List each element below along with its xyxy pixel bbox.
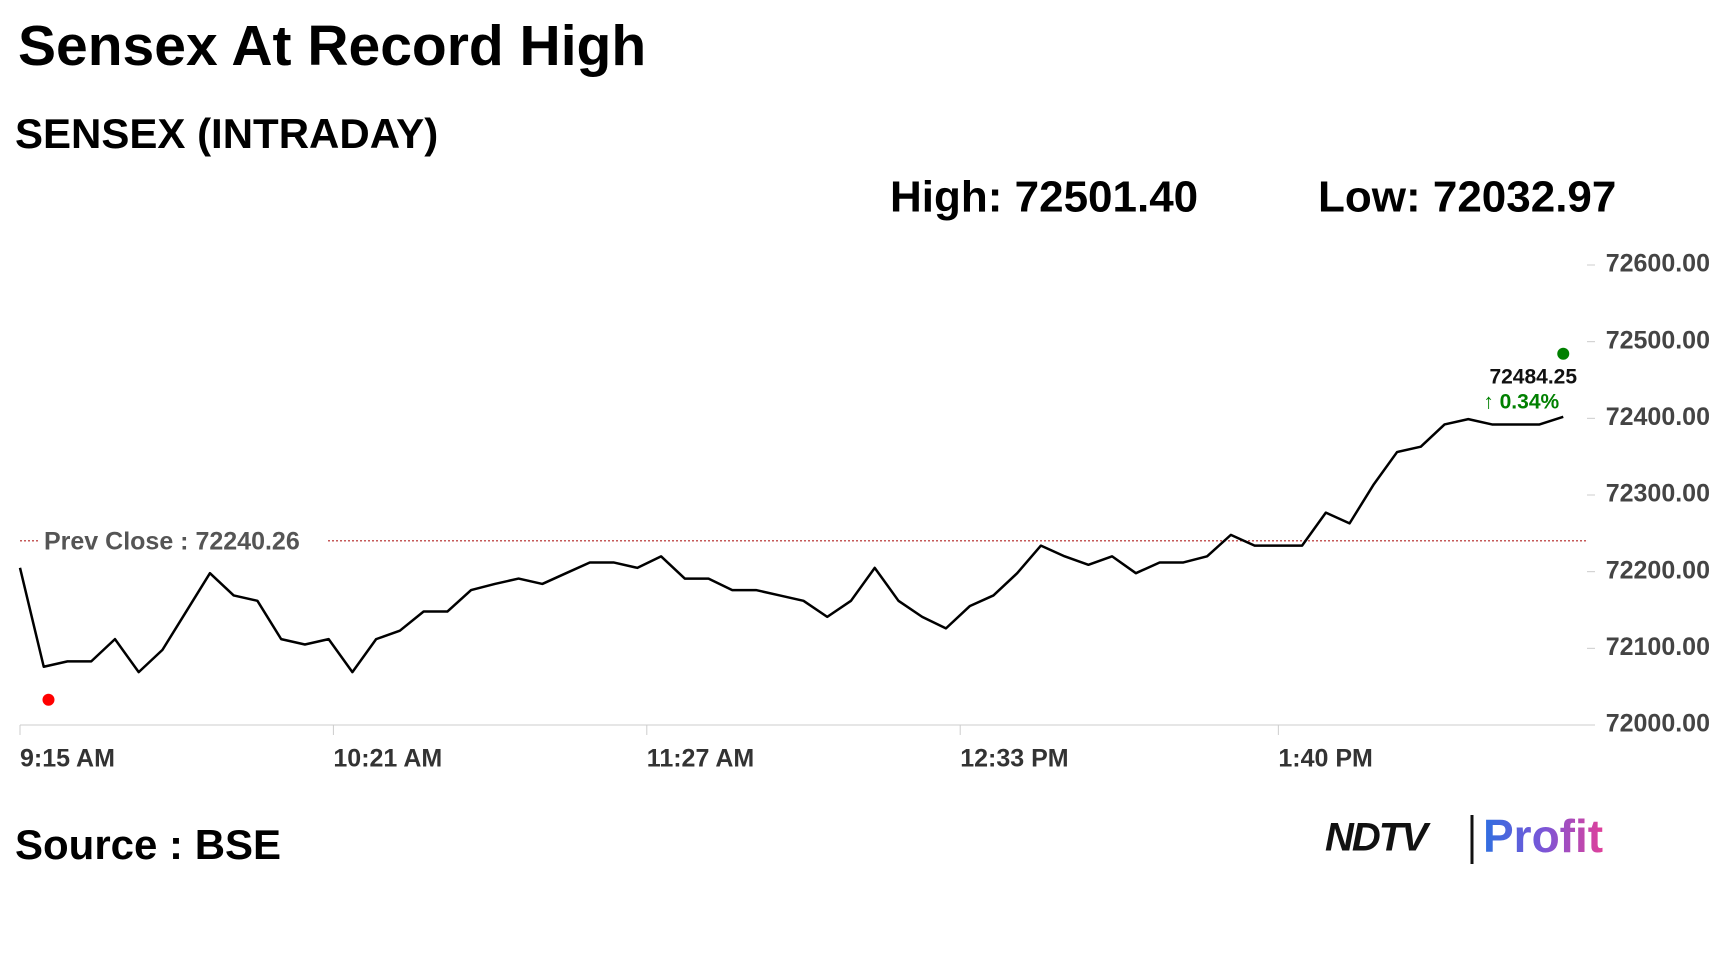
x-tick-label: 11:27 AM bbox=[647, 745, 754, 773]
y-tick-label: 72000.00 bbox=[1606, 710, 1710, 738]
high-label: High: 72501.40 bbox=[890, 173, 1198, 222]
source: Source : BSE bbox=[15, 821, 281, 868]
price-line bbox=[18, 415, 1564, 674]
logo-right: Profit bbox=[1483, 810, 1603, 862]
y-tick-label: 72400.00 bbox=[1606, 403, 1710, 431]
y-tick-label: 72600.00 bbox=[1606, 250, 1710, 278]
change-label: ↑ 0.34% bbox=[1483, 390, 1559, 413]
x-tick-label: 1:40 PM bbox=[1278, 745, 1372, 773]
y-tick-label: 72500.00 bbox=[1606, 326, 1710, 354]
subtitle: SENSEX (INTRADAY) bbox=[15, 110, 438, 157]
x-tick-label: 10:21 AM bbox=[333, 745, 442, 773]
logo-left: NDTV bbox=[1325, 816, 1431, 860]
x-tick-label: 9:15 AM bbox=[20, 745, 115, 773]
y-tick-label: 72300.00 bbox=[1606, 480, 1710, 508]
title: Sensex At Record High bbox=[18, 14, 646, 78]
x-tick-label: 12:33 PM bbox=[960, 745, 1068, 773]
current-value: 72484.25 bbox=[1489, 365, 1577, 388]
y-tick-label: 72200.00 bbox=[1606, 556, 1710, 584]
y-tick-label: 72100.00 bbox=[1606, 633, 1710, 661]
prev-close-label: Prev Close : 72240.26 bbox=[44, 527, 300, 555]
low-label: Low: 72032.97 bbox=[1318, 173, 1616, 222]
prev-close-label-bg bbox=[38, 524, 328, 557]
low-marker bbox=[42, 693, 55, 706]
current-marker bbox=[1557, 347, 1570, 360]
